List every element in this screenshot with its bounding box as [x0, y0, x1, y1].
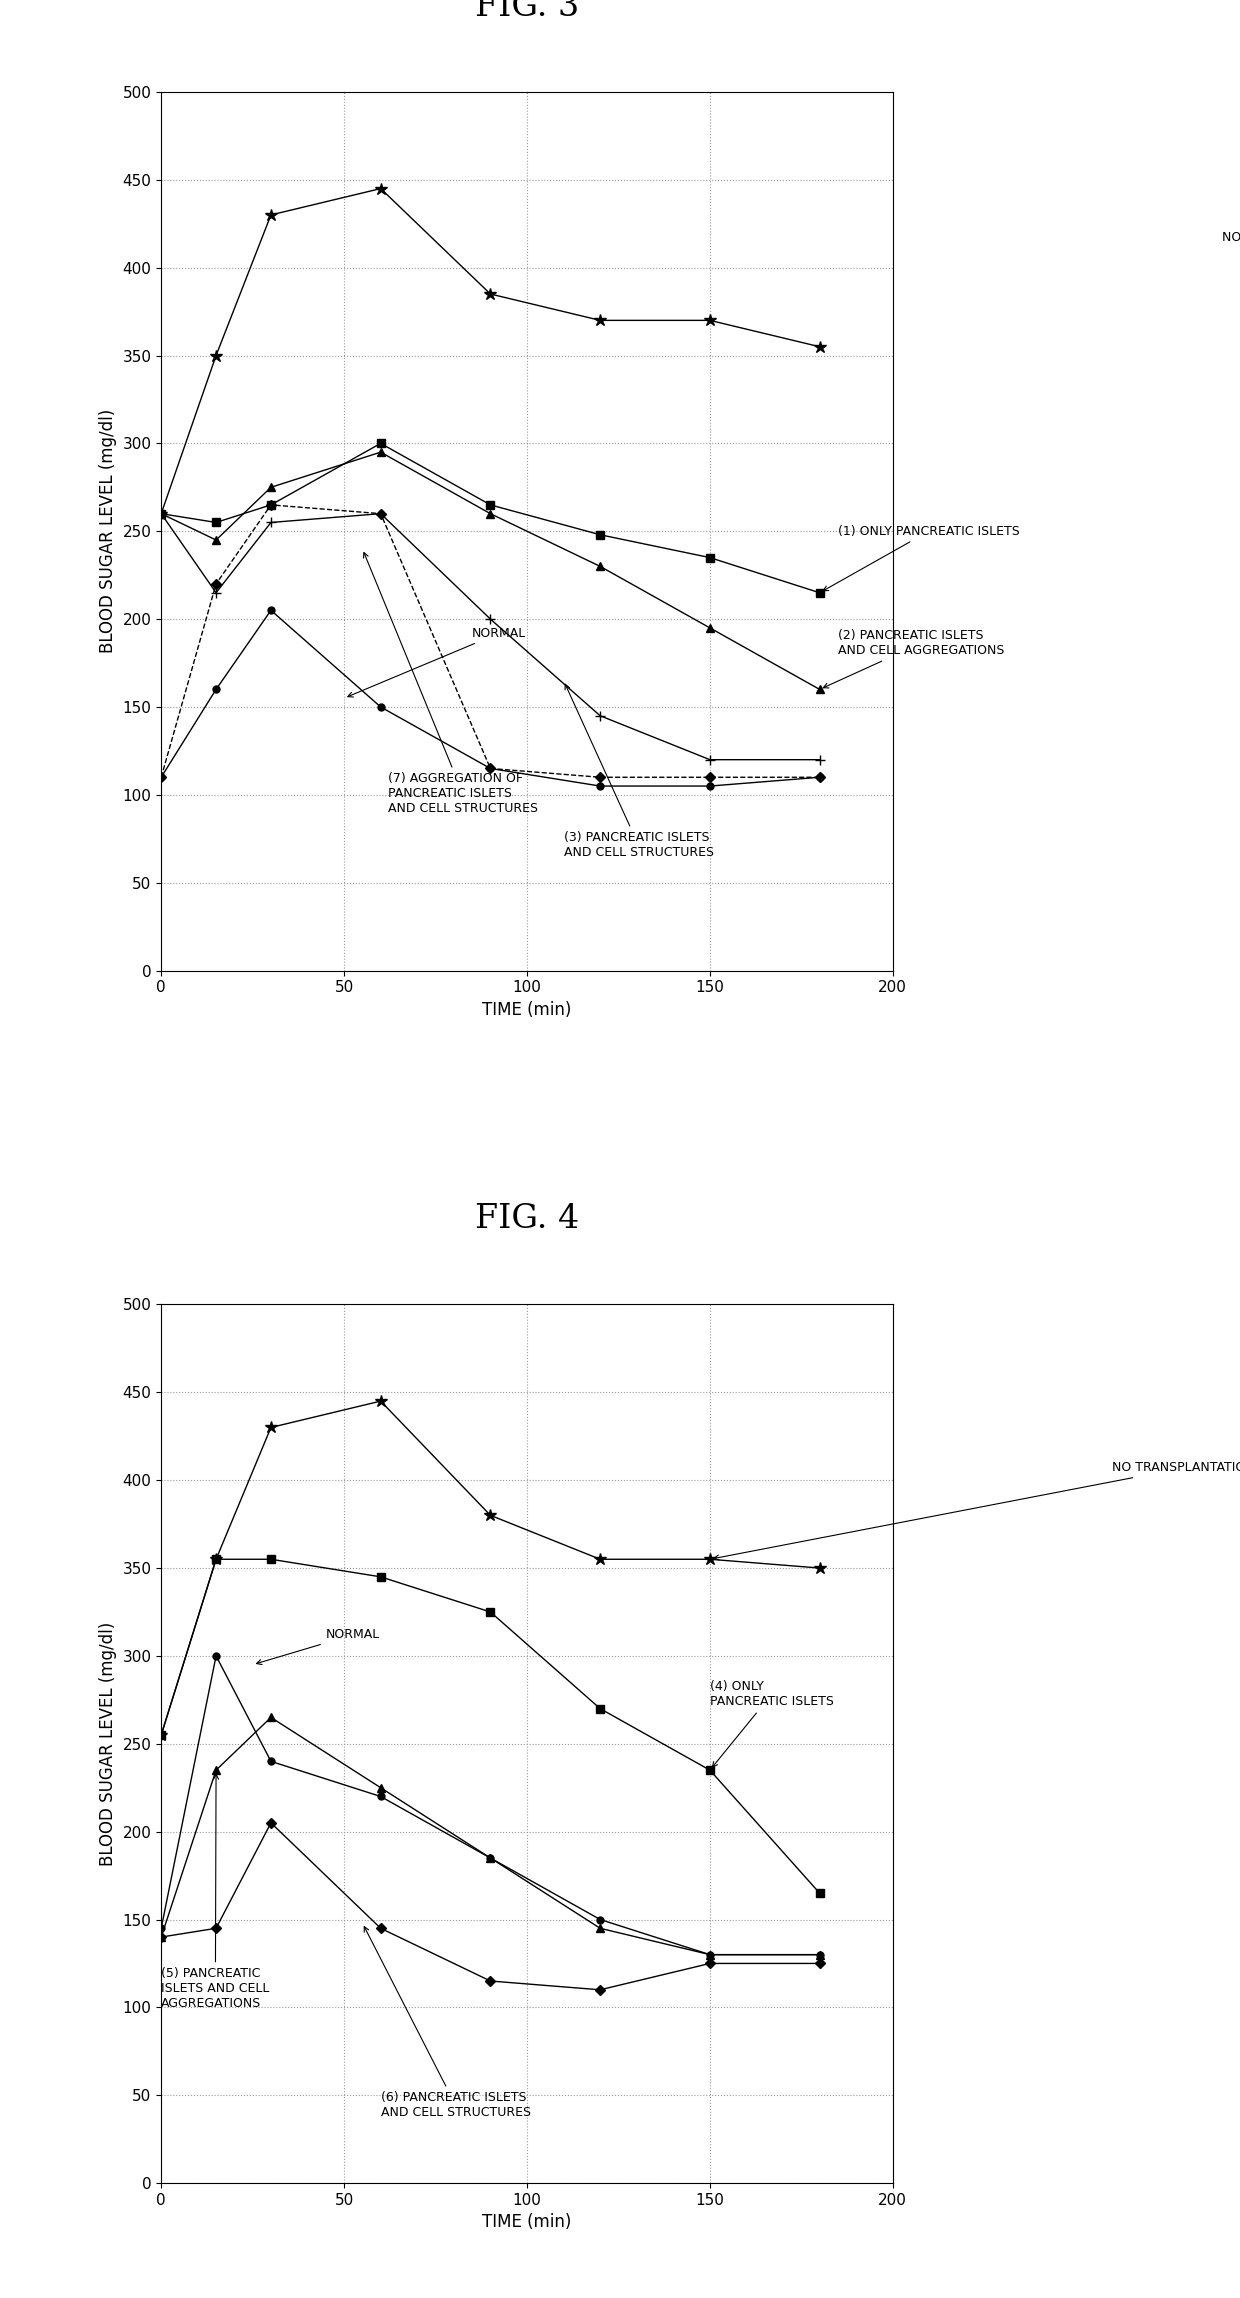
- Text: (1) ONLY PANCREATIC ISLETS: (1) ONLY PANCREATIC ISLETS: [823, 524, 1019, 591]
- Text: NO TRANSPLANTATION: NO TRANSPLANTATION: [714, 1462, 1240, 1560]
- X-axis label: TIME (min): TIME (min): [482, 1002, 572, 1018]
- Y-axis label: BLOOD SUGAR LEVEL (mg/dl): BLOOD SUGAR LEVEL (mg/dl): [99, 1622, 117, 1866]
- Text: (2) PANCREATIC ISLETS
AND CELL AGGREGATIONS: (2) PANCREATIC ISLETS AND CELL AGGREGATI…: [823, 630, 1004, 687]
- X-axis label: TIME (min): TIME (min): [482, 2213, 572, 2231]
- Text: (5) PANCREATIC
ISLETS AND CELL
AGGREGATIONS: (5) PANCREATIC ISLETS AND CELL AGGREGATI…: [161, 1774, 269, 2011]
- Text: NO TRANSPLANTATION: NO TRANSPLANTATION: [1221, 232, 1240, 244]
- Text: (7) AGGREGATION OF
PANCREATIC ISLETS
AND CELL STRUCTURES: (7) AGGREGATION OF PANCREATIC ISLETS AND…: [363, 552, 538, 816]
- Text: (4) ONLY
PANCREATIC ISLETS: (4) ONLY PANCREATIC ISLETS: [709, 1680, 833, 1767]
- Title: FIG. 4: FIG. 4: [475, 1204, 579, 1234]
- Y-axis label: BLOOD SUGAR LEVEL (mg/dl): BLOOD SUGAR LEVEL (mg/dl): [99, 409, 117, 653]
- Text: NORMAL: NORMAL: [347, 627, 526, 696]
- Text: (6) PANCREATIC ISLETS
AND CELL STRUCTURES: (6) PANCREATIC ISLETS AND CELL STRUCTURE…: [365, 1926, 531, 2119]
- Title: FIG. 3: FIG. 3: [475, 0, 579, 23]
- Text: (3) PANCREATIC ISLETS
AND CELL STRUCTURES: (3) PANCREATIC ISLETS AND CELL STRUCTURE…: [563, 685, 713, 859]
- Text: NORMAL: NORMAL: [257, 1629, 379, 1664]
